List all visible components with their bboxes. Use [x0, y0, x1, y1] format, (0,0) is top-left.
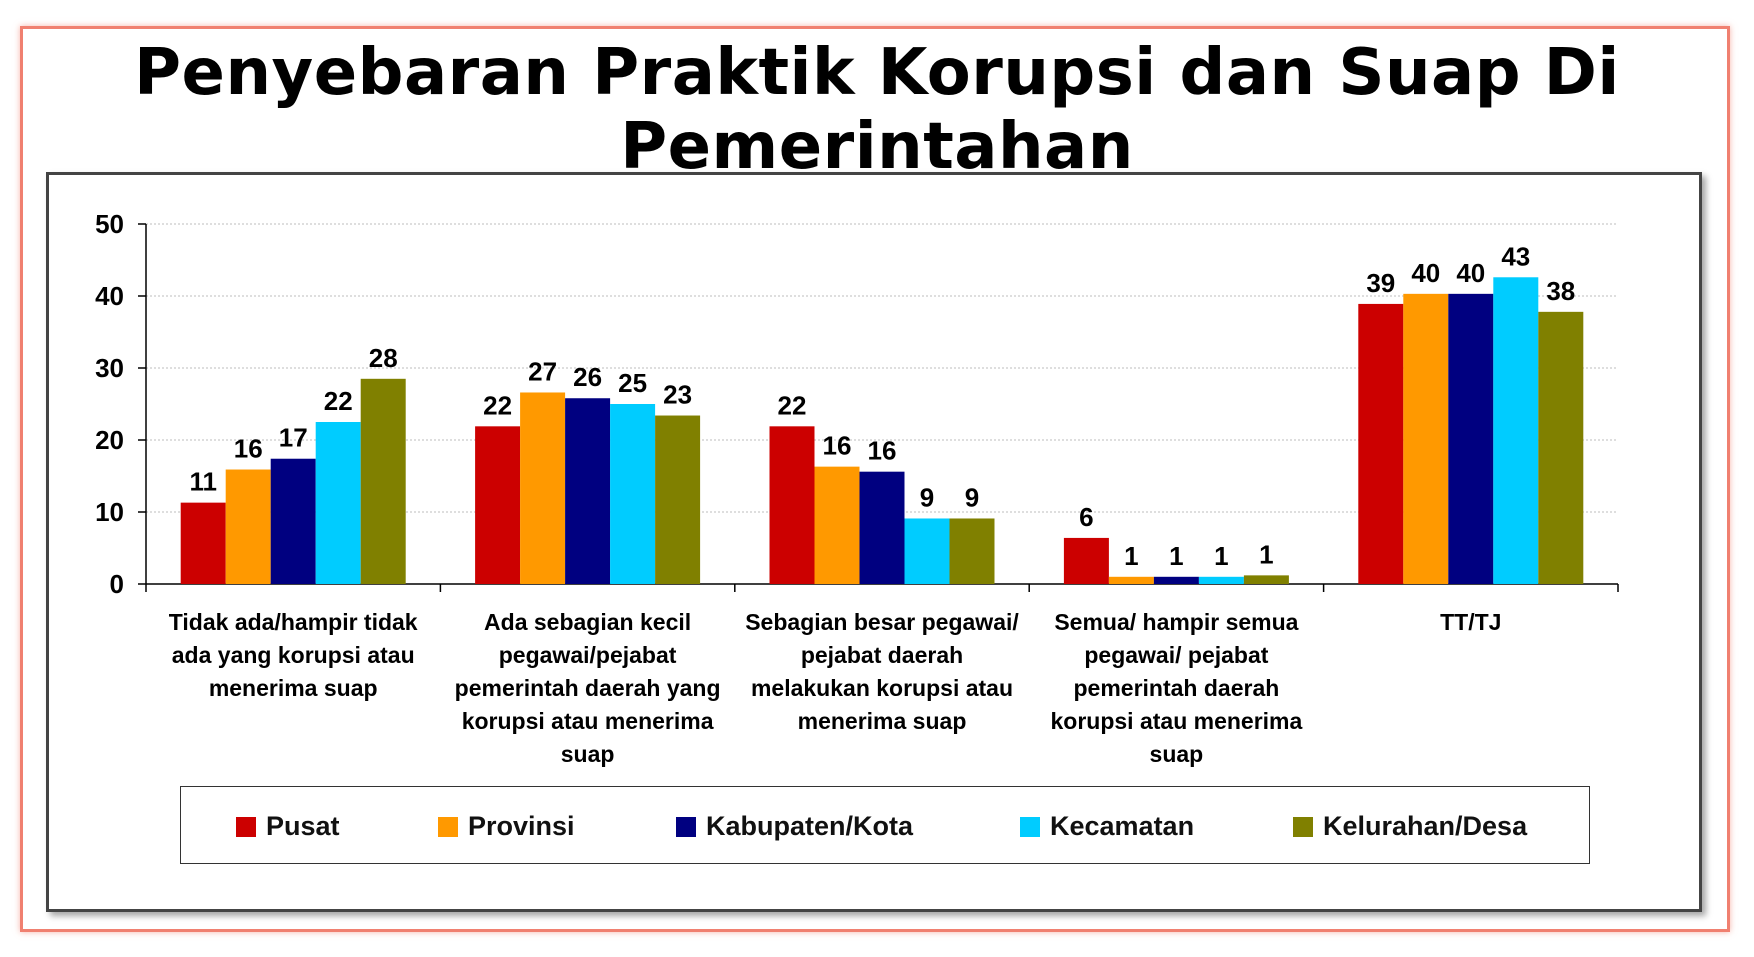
data-label: 25 [618, 368, 647, 398]
legend-label: Provinsi [468, 811, 575, 841]
x-category-label: pegawai/ pejabat [1084, 642, 1268, 668]
x-category-label: korupsi atau menerima [462, 708, 714, 734]
data-label: 6 [1079, 502, 1093, 532]
x-category-label: pejabat daerah [801, 642, 963, 668]
bar-kelurahan-desa [1243, 575, 1289, 584]
data-label: 1 [1259, 539, 1273, 569]
legend-item: Provinsi [438, 811, 575, 842]
x-category-label: korupsi atau menerima [1050, 708, 1302, 734]
legend-label: Kelurahan/Desa [1323, 811, 1528, 841]
bar-kabupaten-kota [565, 398, 611, 584]
data-label: 22 [324, 386, 353, 416]
bar-kecamatan [610, 404, 656, 584]
x-category-label: Ada sebagian kecil [484, 609, 691, 635]
legend-item: Kecamatan [1020, 811, 1194, 842]
data-label: 22 [483, 390, 512, 420]
bar-pusat [180, 502, 226, 584]
data-label: 16 [234, 434, 263, 464]
y-tick-label: 40 [95, 281, 124, 311]
x-category-label: Tidak ada/hampir tidak [169, 609, 418, 635]
bar-provinsi [814, 466, 860, 584]
data-label: 1 [1124, 541, 1138, 571]
y-tick-label: 50 [95, 209, 124, 239]
x-category-label: pemerintah daerah yang [455, 675, 721, 701]
legend-label: Pusat [266, 811, 340, 841]
x-category-label: pemerintah daerah [1074, 675, 1280, 701]
data-label: 40 [1456, 258, 1485, 288]
bar-kabupaten-kota [859, 471, 905, 584]
bar-provinsi [1108, 576, 1154, 584]
bar-provinsi [225, 469, 271, 584]
legend-item: Kelurahan/Desa [1293, 811, 1527, 842]
legend-swatch [676, 816, 696, 837]
x-category-label: suap [1150, 741, 1204, 767]
x-category-label: melakukan korupsi atau [751, 675, 1013, 701]
data-label: 23 [663, 380, 692, 410]
bar-pusat [475, 426, 521, 584]
x-category-label: Semua/ hampir semua [1054, 609, 1298, 635]
legend-label: Kabupaten/Kota [706, 811, 914, 841]
data-label: 26 [573, 362, 602, 392]
bar-kelurahan-desa [1538, 311, 1584, 584]
bar-pusat [1063, 537, 1109, 584]
page-title: Penyebaran Praktik Korupsi dan Suap Di P… [134, 36, 1620, 184]
legend-swatch [236, 816, 256, 837]
outer-frame [20, 26, 1730, 932]
bar-pusat [769, 426, 815, 584]
y-tick-label: 10 [95, 497, 124, 527]
legend-swatch [1293, 816, 1313, 837]
data-label: 17 [279, 423, 308, 453]
bar-kecamatan [904, 518, 950, 584]
legend-item: Kabupaten/Kota [676, 811, 913, 842]
bar-provinsi [1403, 293, 1449, 584]
bar-provinsi [520, 392, 566, 584]
data-label: 1 [1214, 541, 1228, 571]
legend-item: Pusat [236, 811, 340, 842]
bar-kelurahan-desa [655, 415, 701, 584]
bar-kabupaten-kota [270, 458, 316, 584]
x-category-label: pegawai/pejabat [499, 642, 677, 668]
data-label: 43 [1501, 241, 1530, 271]
bar-kecamatan [1198, 576, 1244, 584]
bar-kelurahan-desa [360, 378, 406, 584]
data-label: 16 [868, 436, 897, 466]
data-label: 27 [528, 356, 557, 386]
x-category-label: menerima suap [209, 675, 378, 701]
bar-kabupaten-kota [1448, 293, 1494, 584]
bar-kelurahan-desa [949, 518, 995, 584]
legend-swatch [438, 816, 458, 837]
legend-swatch [1020, 816, 1040, 837]
bar-kecamatan [1493, 277, 1539, 584]
x-category-label: suap [561, 741, 615, 767]
x-category-label: menerima suap [798, 708, 967, 734]
x-category-label: Sebagian besar pegawai/ [745, 609, 1019, 635]
data-label: 1 [1169, 541, 1183, 571]
bar-kabupaten-kota [1153, 576, 1199, 584]
x-category-label: TT/TJ [1440, 609, 1501, 635]
data-label: 39 [1366, 268, 1395, 298]
y-tick-label: 20 [95, 425, 124, 455]
data-label: 9 [965, 482, 979, 512]
data-label: 16 [823, 431, 852, 461]
data-label: 28 [369, 343, 398, 373]
y-tick-label: 0 [110, 569, 124, 599]
data-label: 11 [189, 467, 217, 497]
x-category-label: ada yang korupsi atau [172, 642, 415, 668]
data-label: 9 [920, 482, 934, 512]
legend-label: Kecamatan [1050, 811, 1195, 841]
data-label: 22 [778, 390, 807, 420]
y-tick-label: 30 [95, 353, 124, 383]
bar-pusat [1358, 303, 1404, 584]
bar-kecamatan [315, 422, 361, 584]
data-label: 38 [1546, 276, 1575, 306]
data-label: 40 [1411, 258, 1440, 288]
chart-legend: Pusat Provinsi Kabupaten/Kota Kecamatan Kelu… [180, 786, 1590, 864]
